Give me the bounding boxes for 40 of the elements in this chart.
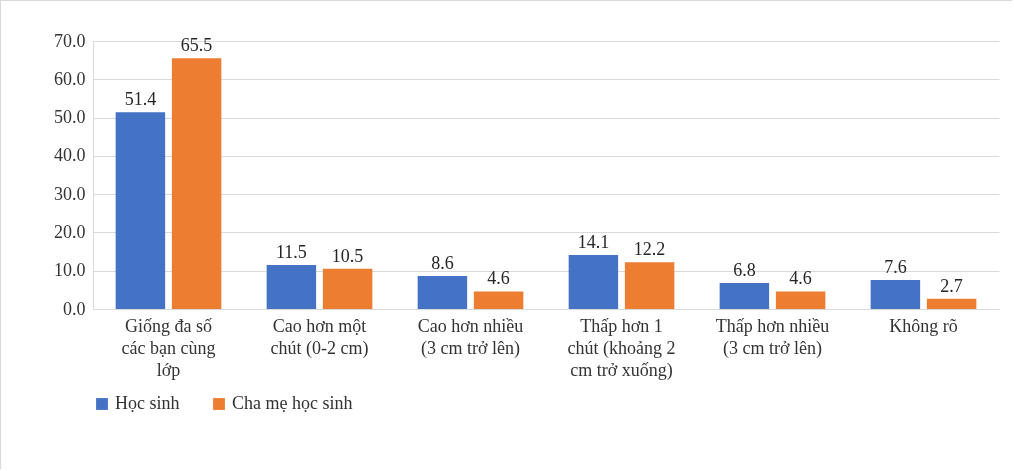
data-label: 4.6 [789,268,812,289]
y-tick-label: 60.0 [54,68,86,89]
y-tick-label: 0.0 [63,298,86,319]
y-tick-label: 10.0 [54,260,86,281]
data-label: 65.5 [180,35,213,56]
bar [568,255,619,309]
y-tick-label: 30.0 [54,183,86,204]
data-label: 7.6 [884,256,907,277]
data-label: 51.4 [124,89,157,110]
legend-label: Cha mẹ học sinh [232,393,353,413]
bar [115,112,166,309]
y-tick-label: 40.0 [54,145,86,166]
bar [417,276,468,309]
bar [473,291,524,309]
legend-label: Học sinh [115,393,180,413]
data-label: 12.2 [633,239,666,260]
y-tick-label: 50.0 [54,107,86,128]
x-tick-label: Cao hơn một chút (0-2 cm) [270,315,369,359]
x-tick-label: Cao hơn nhiều (3 cm trở lên) [417,315,524,359]
y-tick-label: 20.0 [54,221,86,242]
x-tick-label: Giống đa số các bạn cùng lớp [121,315,216,380]
data-label: 14.1 [577,232,610,253]
bar [775,291,826,309]
y-tick-label: 70.0 [54,30,86,51]
data-label: 8.6 [431,253,454,274]
bar [171,58,222,309]
bar [926,298,977,309]
bar [266,264,317,309]
data-label: 6.8 [733,259,756,280]
data-label: 10.5 [331,245,364,266]
x-tick-label: Thấp hơn nhiều (3 cm trở lên) [715,315,830,359]
bar [322,268,373,309]
bar [624,262,675,309]
bar [870,279,921,309]
data-label: 4.6 [487,268,510,289]
data-label: 2.7 [940,275,963,296]
x-tick-label: Thấp hơn 1 chút (khoảng 2 cm trở xuống) [567,315,676,381]
bar [719,282,770,309]
x-tick-label: Không rõ [889,315,958,336]
data-label: 11.5 [275,241,307,262]
